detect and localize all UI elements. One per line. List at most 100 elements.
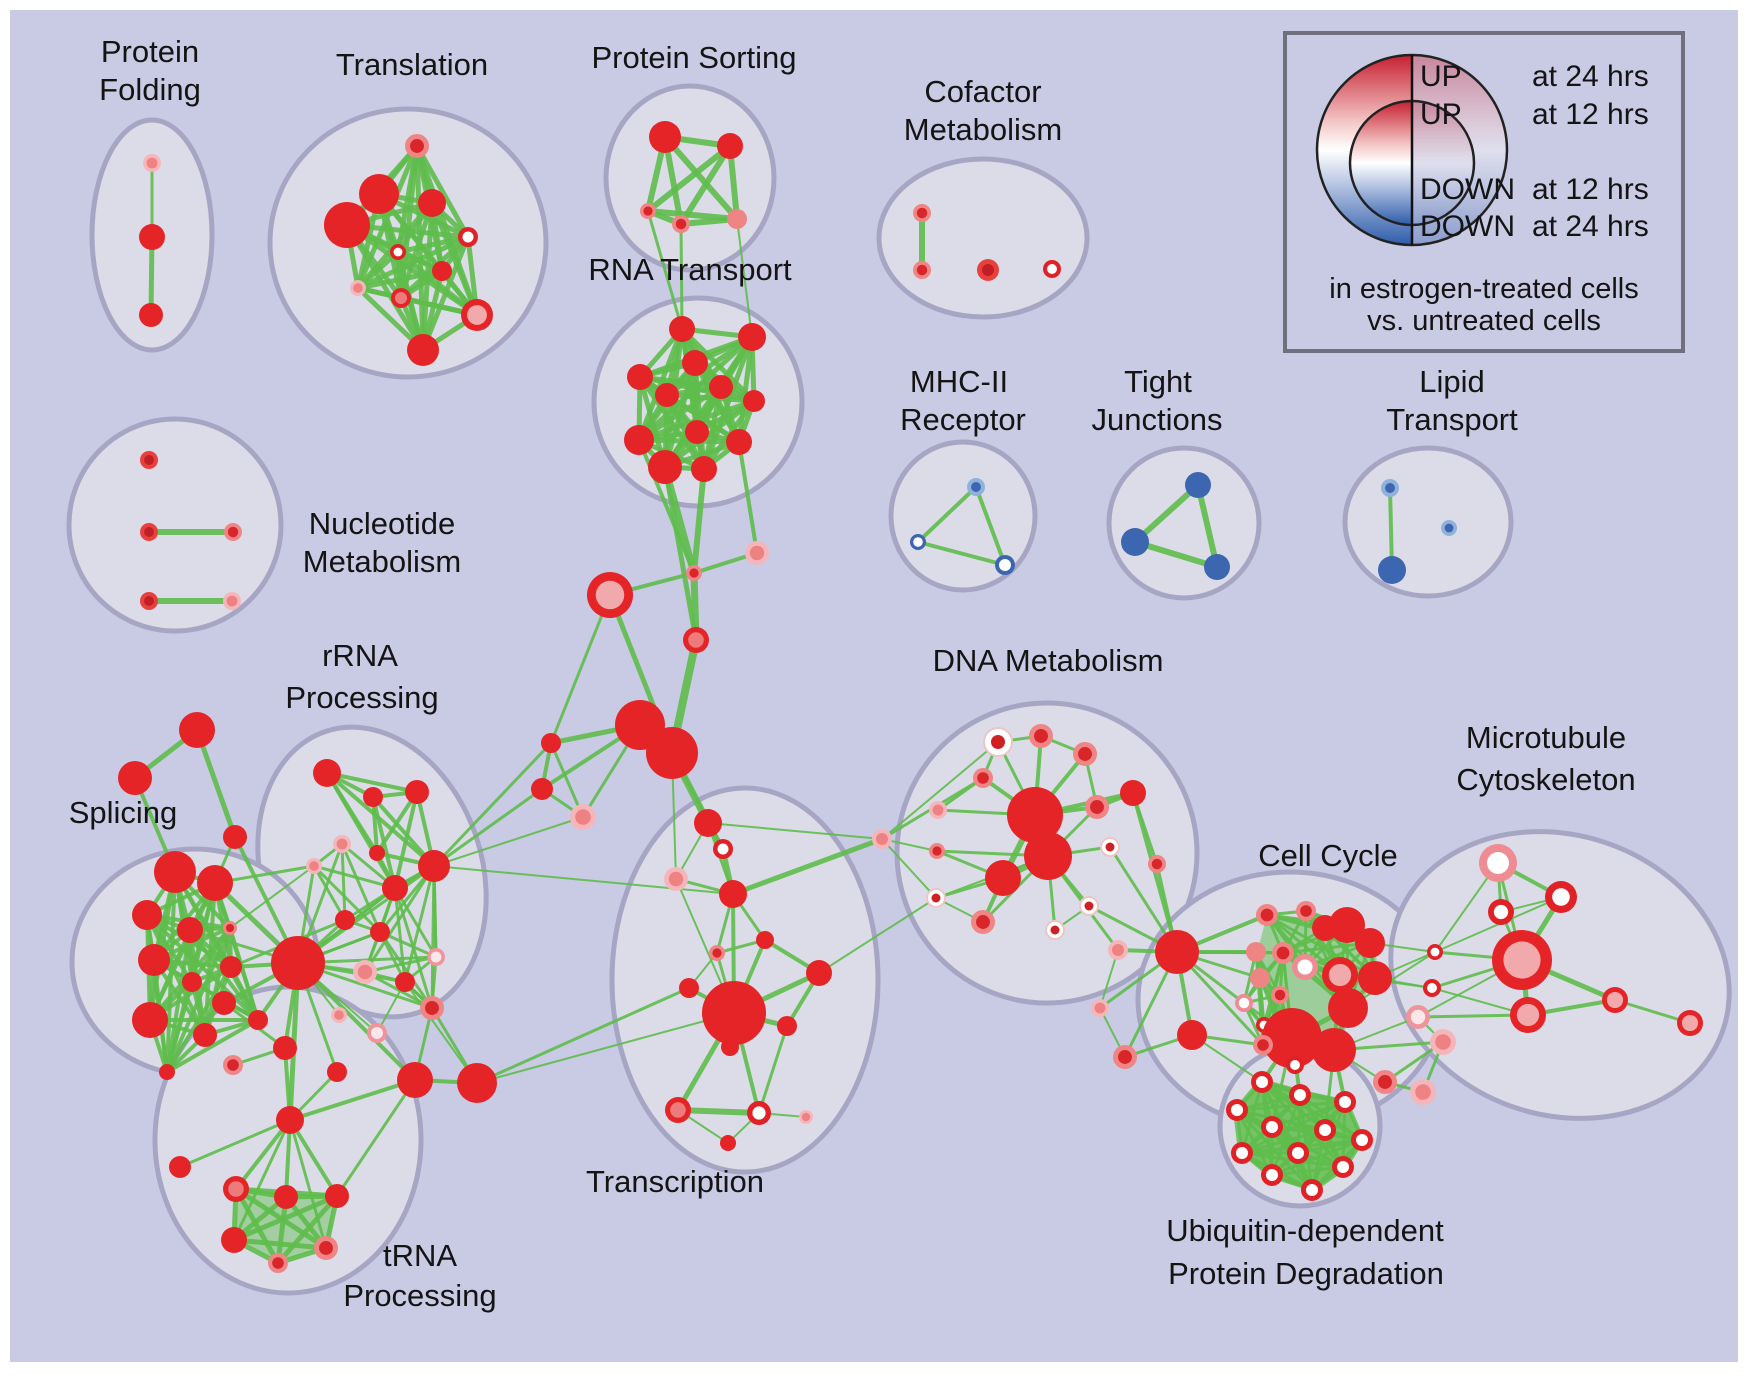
node-tr13-core xyxy=(670,1102,686,1118)
node-sp5-core xyxy=(225,923,235,933)
graph-edge xyxy=(637,374,707,472)
node-u12-core xyxy=(1305,1183,1319,1197)
node-tg1 xyxy=(179,712,215,748)
graph-edge xyxy=(1240,1128,1327,1155)
node-tn7 xyxy=(169,1156,191,1178)
graph-edge xyxy=(378,930,438,959)
node-t5-core xyxy=(462,231,474,243)
node-t3 xyxy=(418,189,446,217)
node-cc12-core xyxy=(1274,989,1286,1001)
node-pf3 xyxy=(139,303,163,327)
graph-edge xyxy=(881,741,999,840)
node-sp6 xyxy=(138,944,170,976)
node-d7-core xyxy=(1090,800,1104,814)
graph-edge xyxy=(549,741,585,819)
node-mt3-core xyxy=(1493,904,1509,920)
graph-edge xyxy=(296,961,417,1082)
node-mt4-core xyxy=(1430,947,1440,957)
node-mt9-core xyxy=(1410,1009,1426,1025)
node-bb1 xyxy=(1177,1020,1207,1050)
cluster-microtubule-cytoskeleton-label: Microtubule xyxy=(1466,720,1626,755)
node-d15-core xyxy=(1050,925,1060,935)
graph-edge xyxy=(178,1118,292,1169)
graph-edge xyxy=(414,143,471,240)
graph-edge xyxy=(678,143,733,227)
graph-edge xyxy=(275,1193,340,1266)
cluster-mhc-ii-receptor-label: MHC-II xyxy=(910,364,1008,399)
node-n2-core xyxy=(144,527,154,537)
graph-edge xyxy=(662,464,699,643)
legend-faded-half xyxy=(1412,55,1507,245)
node-tr6 xyxy=(756,931,774,949)
cluster-tight-junctions-label: Tight xyxy=(1124,364,1192,399)
graph-edge xyxy=(363,955,438,974)
cluster-rrna-processing-label: rRNA xyxy=(322,638,398,673)
graph-edge xyxy=(288,1118,328,1250)
node-cc4 xyxy=(1329,907,1365,943)
node-d6-core xyxy=(932,804,944,816)
cluster-rrna-processing-label: Processing xyxy=(285,680,438,715)
graph-edge xyxy=(664,392,757,404)
graph-edge xyxy=(378,930,434,1010)
node-t8-core xyxy=(353,283,363,293)
graph-edge xyxy=(429,200,480,318)
node-tr1 xyxy=(694,809,722,837)
node-tr9 xyxy=(806,960,832,986)
node-l2 xyxy=(1378,556,1406,584)
node-d19-core xyxy=(1094,1002,1106,1014)
cluster-lipid-transport xyxy=(1342,445,1514,599)
node-cc7-core xyxy=(1276,946,1290,960)
node-rt6 xyxy=(655,383,679,407)
graph-edge xyxy=(393,886,438,959)
node-rx1-core xyxy=(1435,1034,1451,1050)
cluster-tight-junctions xyxy=(1106,445,1262,601)
node-rr10 xyxy=(370,922,390,942)
legend-row-2-direction: DOWN xyxy=(1420,173,1515,206)
node-d17-core xyxy=(1112,944,1124,956)
node-rt12 xyxy=(691,456,717,482)
node-cc16 xyxy=(1312,1028,1356,1072)
node-tr14-core xyxy=(752,1106,766,1120)
graph-edge xyxy=(1132,539,1220,570)
node-tr5-core xyxy=(876,833,888,845)
graph-edge xyxy=(476,1012,735,1084)
node-rx3-core xyxy=(1415,1084,1431,1100)
cluster-translation-label: Translation xyxy=(336,47,488,82)
graph-edge xyxy=(288,1118,339,1198)
node-rt1 xyxy=(669,316,695,342)
node-c3-core xyxy=(981,263,995,277)
node-ch6 xyxy=(646,727,698,779)
node-d3-core xyxy=(1078,747,1092,761)
node-tn8-core xyxy=(228,1181,244,1197)
node-tn1 xyxy=(212,991,236,1015)
cluster-cell-cycle-label: Cell Cycle xyxy=(1258,838,1398,873)
node-c1-core xyxy=(916,207,928,219)
graph-edge xyxy=(736,218,753,338)
node-tr2-core xyxy=(717,843,729,855)
node-sp12 xyxy=(159,1064,175,1080)
node-rt3 xyxy=(682,350,708,376)
node-sp10 xyxy=(193,1023,217,1047)
node-rt2 xyxy=(738,323,766,351)
node-d20-core xyxy=(1118,1050,1132,1064)
graph-edge xyxy=(393,790,419,890)
node-d13-core xyxy=(931,893,941,903)
graph-edge xyxy=(645,143,733,214)
legend-row-0-direction: UP xyxy=(1420,60,1462,93)
node-d21-core xyxy=(1151,858,1163,870)
graph-edge xyxy=(340,842,382,934)
node-rt4 xyxy=(627,364,653,390)
graph-edge xyxy=(432,787,544,868)
graph-edge xyxy=(148,234,155,318)
legend-row-0-time: at 24 hrs xyxy=(1532,60,1649,93)
cluster-microtubule-cytoskeleton-label: Cytoskeleton xyxy=(1456,762,1635,797)
cluster-protein-folding-label: Folding xyxy=(99,72,201,107)
node-u9-core xyxy=(1291,1146,1305,1160)
node-mt10-core xyxy=(1681,1014,1699,1032)
graph-edge xyxy=(679,222,684,331)
graph-edge xyxy=(1099,949,1119,1009)
node-rr6 xyxy=(369,845,385,861)
node-sp1 xyxy=(154,851,196,893)
